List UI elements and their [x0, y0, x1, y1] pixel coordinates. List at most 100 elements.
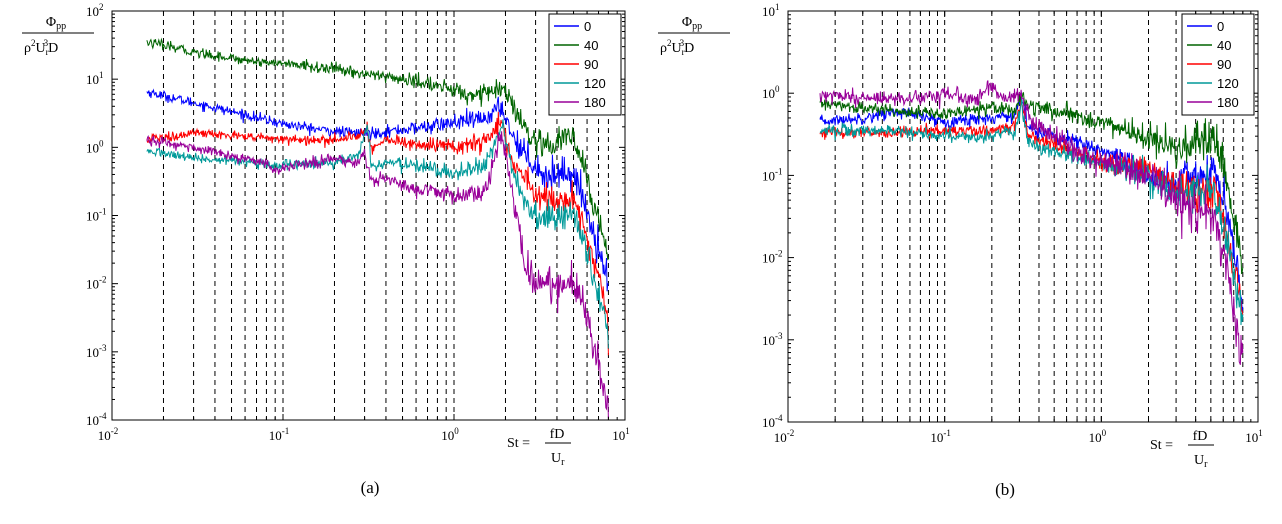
panel-label: (b) — [995, 480, 1015, 499]
x-label-u: U — [1194, 453, 1204, 468]
x-tick-label: 10-2 — [98, 426, 119, 443]
x-tick-label: 10-1 — [930, 428, 951, 445]
y-tick-label: 10-4 — [86, 411, 107, 428]
series-line-180 — [819, 80, 1244, 365]
x-tick-base: 10 — [930, 430, 943, 445]
x-tick-exponent: -2 — [787, 428, 795, 438]
axes-frame — [787, 10, 1259, 423]
y-label-rho: ρ — [660, 41, 667, 56]
y-tick-label: 10-1 — [762, 166, 783, 183]
y-tick-base: 10 — [762, 333, 775, 348]
legend-label: 120 — [1217, 76, 1239, 91]
x-axis-label-numerator: fD — [1193, 429, 1208, 444]
y-tick-exponent: -2 — [775, 249, 783, 259]
y-label-rho-sup: 2 — [667, 38, 672, 48]
y-tick-label: 10-3 — [86, 343, 107, 360]
x-tick-exponent: -1 — [943, 428, 951, 438]
x-tick-exponent: 1 — [625, 426, 630, 436]
y-label-symbol: Φ — [682, 15, 692, 30]
y-tick-exponent: -3 — [99, 343, 107, 353]
y-tick-base: 10 — [86, 345, 99, 360]
y-tick-exponent: 1 — [99, 70, 104, 80]
y-axis-label-denominator: ρ2Ur3D — [24, 38, 58, 57]
series-line-120 — [146, 119, 609, 349]
legend-label: 180 — [1217, 95, 1239, 110]
x-label-u-sub: r — [561, 457, 565, 468]
x-axis-label-lhs: St = — [1150, 438, 1173, 453]
x-axis-label-numerator: fD — [550, 427, 565, 442]
legend-label: 90 — [584, 57, 598, 72]
x-tick-base: 10 — [1245, 430, 1258, 445]
y-tick-base: 10 — [86, 209, 99, 224]
x-tick-label: 10-1 — [269, 426, 290, 443]
x-tick-exponent: -2 — [111, 426, 119, 436]
y-tick-base: 10 — [762, 415, 775, 430]
legend-label: 90 — [1217, 57, 1231, 72]
y-label-symbol: Φ — [46, 15, 56, 30]
y-label-u-sup: 3 — [680, 38, 685, 48]
x-label-u: U — [551, 451, 561, 466]
y-tick-base: 10 — [762, 86, 775, 101]
y-tick-base: 10 — [86, 72, 99, 87]
y-label-d: D — [48, 41, 58, 56]
y-tick-label: 101 — [762, 2, 780, 19]
y-tick-exponent: 1 — [775, 2, 780, 12]
x-tick-label: 10-2 — [774, 428, 795, 445]
y-tick-base: 10 — [86, 277, 99, 292]
series-line-40 — [146, 37, 609, 261]
y-tick-label: 10-2 — [86, 275, 107, 292]
legend-label: 40 — [1217, 38, 1231, 53]
x-tick-base: 10 — [612, 428, 625, 443]
x-axis-label-denominator: Ur — [551, 451, 565, 468]
legend-label: 180 — [584, 95, 606, 110]
chart-panel-a: 10-2 10-1 100 10110-410-310-210-1100101102Φ… — [22, 2, 630, 497]
y-tick-base: 10 — [86, 4, 99, 19]
y-tick-base: 10 — [762, 251, 775, 266]
y-tick-exponent: 0 — [775, 84, 780, 94]
series-line-0 — [146, 88, 609, 292]
y-label-u-sub: r — [682, 47, 685, 57]
y-label-d: D — [684, 41, 694, 56]
x-tick-label: 100 — [1089, 428, 1107, 445]
series-line-120 — [819, 98, 1244, 326]
y-label-u: U — [672, 41, 682, 56]
y-tick-label: 102 — [86, 2, 104, 19]
x-tick-exponent: 0 — [1102, 428, 1107, 438]
y-label-subscript: pp — [56, 21, 66, 32]
y-tick-base: 10 — [762, 4, 775, 19]
x-tick-base: 10 — [269, 428, 282, 443]
x-tick-label: 101 — [612, 426, 630, 443]
series-line-180 — [146, 131, 609, 419]
y-tick-exponent: -2 — [99, 275, 107, 285]
y-axis-label-numerator: Φpp — [682, 15, 702, 32]
legend-label: 0 — [584, 19, 591, 34]
legend-label: 40 — [584, 38, 598, 53]
chart-panel-b: 10-2 10-1 100 10110-410-310-210-1100101Φppρ… — [658, 2, 1263, 499]
y-tick-label: 100 — [86, 138, 104, 155]
y-label-u: U — [36, 41, 46, 56]
y-tick-label: 10-2 — [762, 249, 783, 266]
legend-label: 0 — [1217, 19, 1224, 34]
y-label-subscript: pp — [692, 21, 702, 32]
y-tick-exponent: 2 — [99, 2, 104, 12]
y-tick-exponent: -4 — [99, 411, 107, 421]
y-label-u-sub: r — [46, 47, 49, 57]
x-tick-exponent: 1 — [1258, 428, 1263, 438]
x-tick-base: 10 — [774, 430, 787, 445]
x-tick-exponent: -1 — [282, 426, 290, 436]
y-tick-exponent: -4 — [775, 413, 783, 423]
series-line-90 — [146, 111, 609, 356]
y-tick-exponent: -1 — [99, 207, 107, 217]
x-tick-base: 10 — [441, 428, 454, 443]
y-tick-base: 10 — [86, 413, 99, 428]
x-tick-label: 101 — [1245, 428, 1263, 445]
y-tick-label: 10-3 — [762, 331, 783, 348]
y-tick-exponent: -1 — [775, 166, 783, 176]
x-tick-label: 100 — [441, 426, 459, 443]
x-axis-label-denominator: Ur — [1194, 453, 1208, 470]
y-label-rho-sup: 2 — [31, 38, 36, 48]
y-tick-label: 10-1 — [86, 207, 107, 224]
panel-label: (a) — [361, 478, 380, 497]
y-tick-label: 100 — [762, 84, 780, 101]
